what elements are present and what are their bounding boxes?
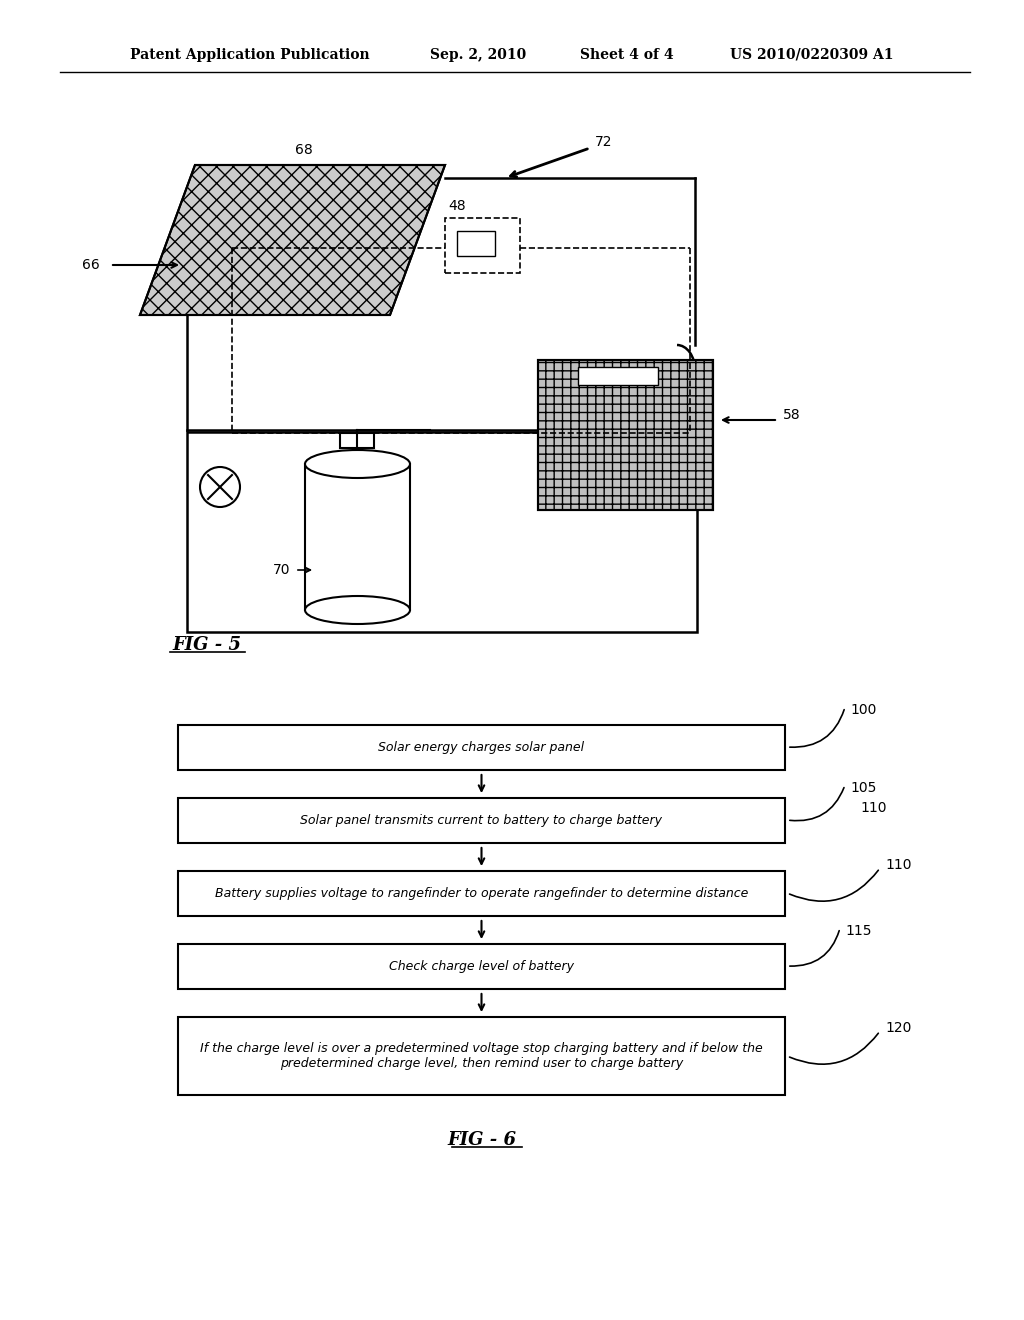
Bar	[178, 799, 785, 843]
Text: Battery supplies voltage to rangefinder to operate rangefinder to determine dist: Battery supplies voltage to rangefinder …	[215, 887, 749, 900]
Bar	[178, 944, 785, 989]
Text: Sep. 2, 2010: Sep. 2, 2010	[430, 48, 526, 62]
Text: If the charge level is over a predetermined voltage stop charging battery and if: If the charge level is over a predetermi…	[200, 1041, 763, 1071]
Text: 68: 68	[295, 143, 312, 157]
Bar	[178, 1016, 785, 1096]
Polygon shape	[140, 165, 445, 315]
Text: FIG - 5: FIG - 5	[172, 636, 241, 653]
Bar	[178, 871, 785, 916]
Bar	[305, 465, 410, 610]
Bar	[578, 367, 658, 385]
Text: Solar panel transmits current to battery to charge battery: Solar panel transmits current to battery…	[300, 814, 663, 828]
Text: 120: 120	[885, 1020, 911, 1035]
Bar	[340, 433, 374, 447]
Text: 110: 110	[885, 858, 911, 873]
Text: 66: 66	[82, 257, 100, 272]
Circle shape	[200, 467, 240, 507]
Text: 58: 58	[783, 408, 801, 422]
Ellipse shape	[305, 450, 410, 478]
Text: 100: 100	[850, 704, 877, 717]
Text: Patent Application Publication: Patent Application Publication	[130, 48, 370, 62]
Text: US 2010/0220309 A1: US 2010/0220309 A1	[730, 48, 894, 62]
Text: 72: 72	[595, 135, 612, 149]
Bar	[187, 432, 697, 632]
Text: 115: 115	[845, 924, 871, 939]
Bar	[178, 725, 785, 770]
Text: Solar energy charges solar panel: Solar energy charges solar panel	[379, 741, 585, 754]
Text: Check charge level of battery: Check charge level of battery	[389, 960, 574, 973]
Text: 110: 110	[860, 801, 887, 814]
Text: Sheet 4 of 4: Sheet 4 of 4	[580, 48, 674, 62]
Ellipse shape	[305, 597, 410, 624]
Polygon shape	[538, 360, 713, 510]
Text: 48: 48	[449, 199, 466, 213]
Text: FIG - 6: FIG - 6	[447, 1131, 516, 1148]
Bar	[445, 218, 520, 273]
Bar	[457, 231, 495, 256]
Text: 105: 105	[850, 781, 877, 795]
Text: 70: 70	[272, 564, 290, 577]
